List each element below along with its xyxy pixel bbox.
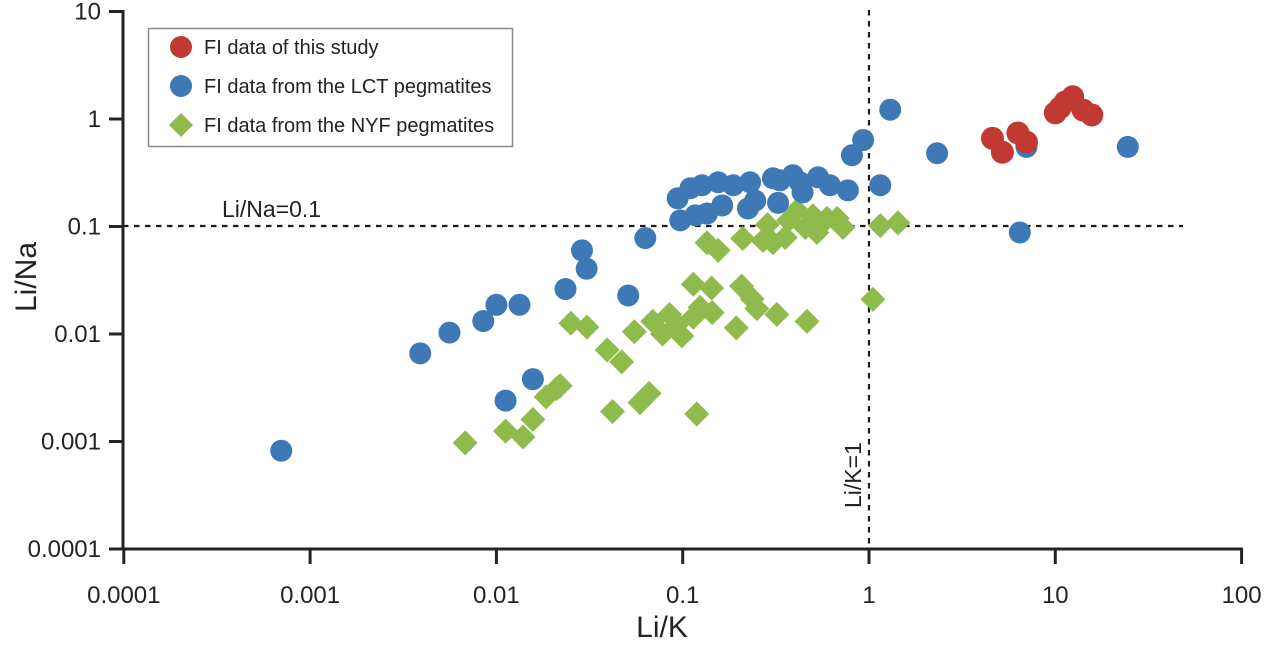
- data-point: [879, 98, 902, 121]
- data-point: [680, 271, 706, 297]
- data-point: [885, 210, 911, 236]
- data-point: [570, 239, 593, 262]
- y-tick-label: 0.01: [54, 321, 101, 348]
- data-point: [705, 237, 731, 263]
- data-point: [574, 314, 600, 340]
- data-point: [695, 202, 718, 225]
- y-axis-ticks: 10 1 0.1 0.01 0.001 0.0001: [28, 0, 123, 563]
- data-point: [669, 323, 695, 349]
- series-2: [452, 197, 911, 456]
- x-tick-label: 0.0001: [87, 582, 160, 609]
- data-point: [722, 174, 745, 197]
- x-tick-label: 100: [1222, 582, 1262, 609]
- legend-box: [147, 27, 514, 148]
- refline-label-li-k: Li/K=1: [840, 442, 866, 508]
- data-point: [699, 275, 725, 301]
- data-point: [508, 293, 531, 316]
- data-point: [869, 174, 892, 197]
- data-points: [270, 85, 1139, 462]
- data-point: [836, 179, 859, 202]
- legend-item-lct: FI data from the LCT pegmatites: [204, 76, 492, 98]
- data-point: [729, 273, 755, 299]
- refline-label-li-na: Li/Na=0.1: [222, 196, 321, 222]
- y-tick-label: 0.1: [68, 214, 101, 241]
- y-tick-label: 10: [74, 0, 101, 26]
- data-point: [754, 212, 780, 238]
- data-point: [609, 349, 635, 375]
- legend-marker-lct-circle: [170, 75, 192, 97]
- data-point: [485, 293, 508, 316]
- x-tick-label: 0.1: [666, 582, 699, 609]
- data-point: [600, 399, 626, 425]
- series-1: [270, 98, 1139, 462]
- data-point: [510, 424, 536, 450]
- legend-item-this-study: FI data of this study: [204, 37, 379, 59]
- data-point: [1116, 135, 1139, 158]
- data-point: [1080, 103, 1104, 127]
- data-point: [723, 315, 749, 341]
- data-point: [794, 308, 820, 334]
- data-point: [818, 174, 841, 197]
- legend-marker-nyf-diamond: [169, 113, 193, 137]
- data-point: [791, 181, 814, 204]
- x-axis-ticks: 0.0001 0.001 0.01 0.1 1 10 100: [87, 549, 1262, 609]
- data-point: [830, 214, 856, 240]
- data-point: [699, 300, 725, 326]
- data-point: [594, 337, 620, 363]
- data-point: [730, 226, 756, 252]
- data-point: [493, 418, 519, 444]
- x-tick-label: 1: [862, 582, 875, 609]
- data-point: [867, 213, 893, 239]
- data-point: [860, 286, 886, 312]
- data-point: [409, 342, 432, 365]
- y-axis-title: Li/Na: [10, 242, 43, 312]
- x-axis-title: Li/K: [636, 611, 688, 644]
- series-0: [980, 85, 1104, 164]
- data-point: [520, 407, 546, 433]
- data-point: [852, 129, 875, 152]
- data-point: [438, 321, 461, 344]
- legend: FI data of this study FI data from the L…: [147, 27, 514, 148]
- data-point: [621, 319, 647, 345]
- data-point: [764, 301, 790, 327]
- data-point: [744, 296, 770, 322]
- data-point: [840, 144, 863, 167]
- data-point: [472, 310, 495, 333]
- data-point: [990, 140, 1014, 164]
- data-point: [636, 380, 662, 406]
- data-point: [1014, 130, 1038, 154]
- y-tick-label: 0.001: [41, 429, 101, 456]
- data-point: [494, 389, 517, 412]
- y-tick-label: 1: [88, 106, 101, 133]
- x-tick-label: 0.001: [280, 582, 340, 609]
- data-point: [684, 401, 710, 427]
- data-point: [634, 227, 657, 250]
- data-point: [772, 224, 798, 250]
- data-point: [554, 278, 577, 301]
- data-point: [926, 142, 949, 165]
- data-point: [767, 191, 790, 214]
- y-tick-label: 0.0001: [28, 536, 101, 563]
- x-tick-label: 10: [1042, 582, 1069, 609]
- legend-item-nyf: FI data from the NYF pegmatites: [204, 115, 494, 137]
- reference-lines: Li/Na=0.1 Li/K=1: [123, 10, 1183, 549]
- data-point: [575, 257, 598, 280]
- data-point: [617, 284, 640, 307]
- data-point: [547, 373, 573, 399]
- data-point: [521, 368, 544, 391]
- data-point: [739, 171, 762, 194]
- data-point: [452, 430, 478, 456]
- data-point: [270, 439, 293, 462]
- x-tick-label: 0.01: [473, 582, 520, 609]
- data-point: [1008, 221, 1031, 244]
- legend-marker-this-study-circle: [170, 36, 192, 58]
- data-point: [736, 197, 759, 220]
